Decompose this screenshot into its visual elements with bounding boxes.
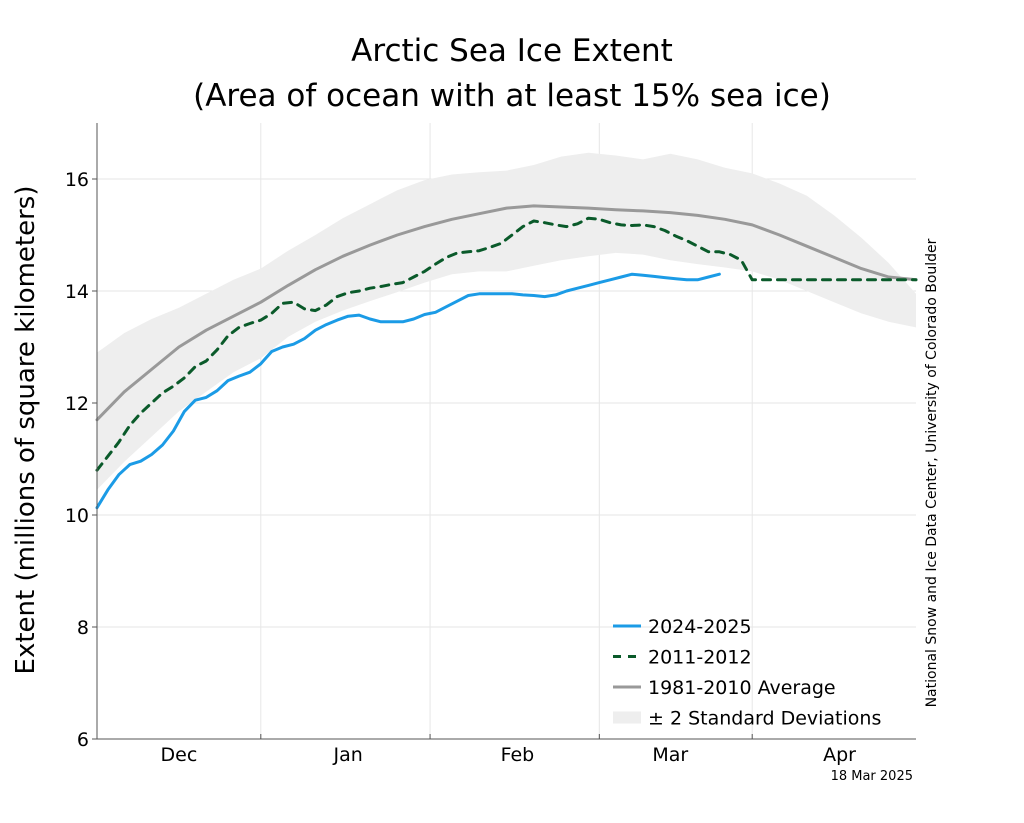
legend-label: 2024-2025	[648, 616, 752, 638]
date-stamp: 18 Mar 2025	[831, 769, 913, 784]
x-tick-label: Dec	[161, 744, 198, 766]
y-axis-label: Extent (millions of square kilometers)	[11, 186, 41, 675]
series-layer	[95, 204, 918, 510]
series-average-line	[95, 204, 918, 422]
legend-label: 2011-2012	[648, 647, 752, 669]
y-tick-label: 14	[65, 281, 89, 303]
chart-title-line-2: (Area of ocean with at least 15% sea ice…	[193, 78, 831, 114]
series-2024-2025-line	[95, 272, 721, 510]
x-tick-label: Jan	[333, 744, 363, 766]
chart-title-line-1: Arctic Sea Ice Extent	[351, 33, 673, 69]
legend: 2024-2025 2011-2012 1981-2010 Average ± 2 S…	[613, 616, 881, 730]
y-tick-label: 12	[65, 393, 89, 415]
y-tick-label: 6	[77, 729, 89, 751]
series-2011-2012-line	[95, 216, 918, 472]
y-tick-label: 8	[77, 617, 89, 639]
legend-label: 1981-2010 Average	[648, 677, 836, 699]
std-band	[97, 152, 916, 490]
axes: 6 8 10 12 14 16 Dec Jan Feb Mar Apr	[65, 123, 916, 766]
std-band-layer	[97, 152, 916, 490]
x-tick-label: Mar	[652, 744, 688, 766]
y-tick-label: 10	[65, 505, 89, 527]
x-tick-label: Apr	[823, 744, 856, 766]
legend-swatch-band	[613, 711, 641, 724]
x-tick-label: Feb	[501, 744, 535, 766]
chart-title: Arctic Sea Ice Extent (Area of ocean wit…	[193, 33, 831, 114]
credit-label: National Snow and Ice Data Center, Unive…	[924, 238, 940, 707]
legend-label: ± 2 Standard Deviations	[648, 708, 881, 730]
y-tick-label: 16	[65, 169, 89, 191]
